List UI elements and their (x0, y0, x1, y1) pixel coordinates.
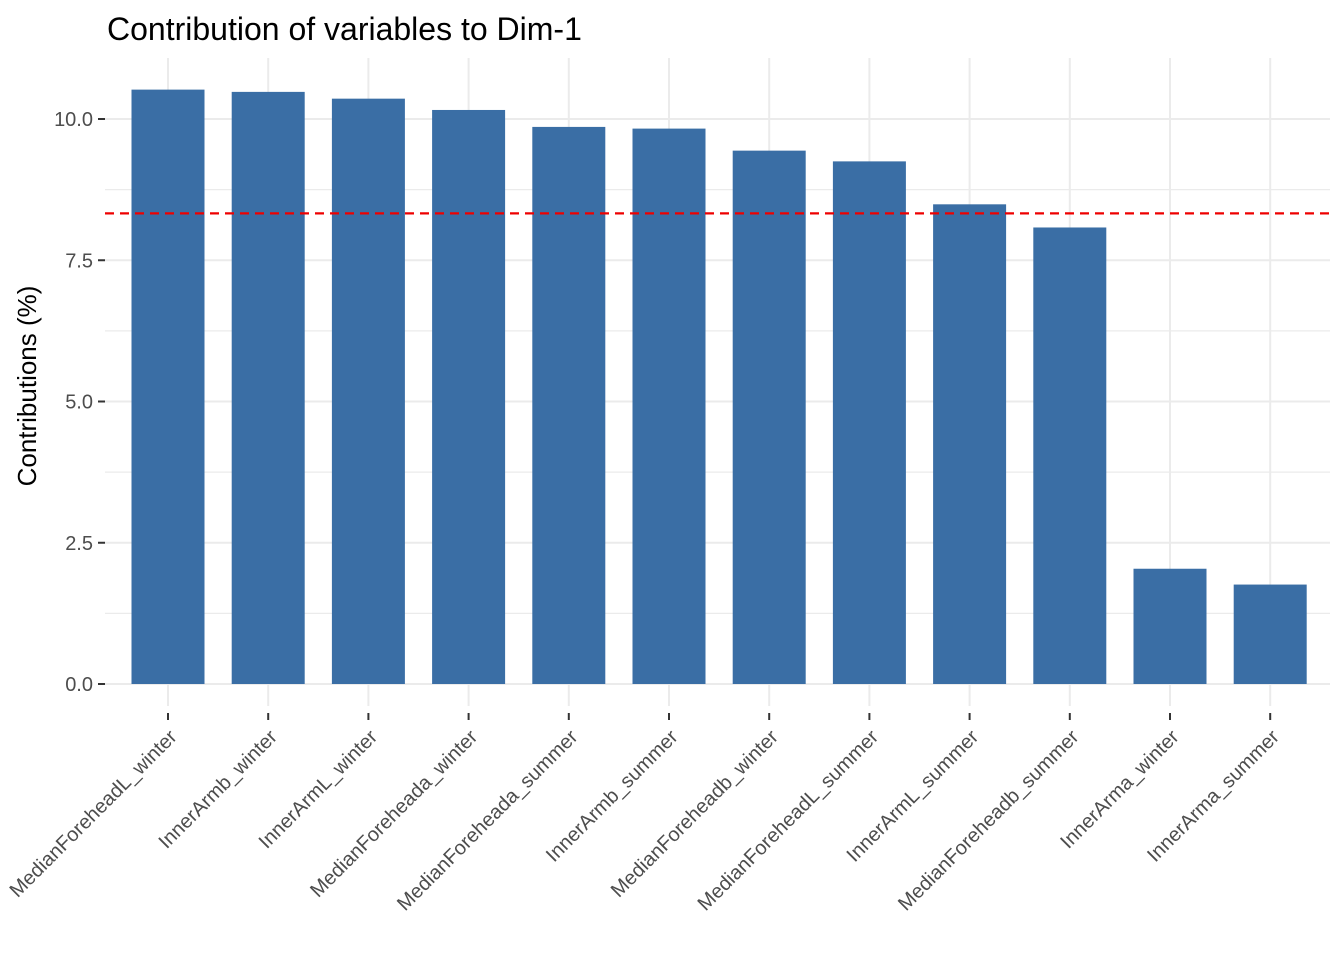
chart-title: Contribution of variables to Dim-1 (107, 11, 582, 47)
bar-MedianForeheadL_winter (131, 89, 205, 685)
bar-InnerArma_winter (1133, 568, 1207, 684)
y-tick-label: 2.5 (65, 533, 93, 555)
bar-InnerArmb_summer (632, 128, 706, 685)
x-tick-label: MedianForeheadL_winter (6, 726, 182, 902)
x-tick-label: MedianForeheada_winter (306, 726, 482, 902)
bar-MedianForeheadb_summer (1033, 227, 1107, 685)
bar-InnerArmL_summer (933, 204, 1007, 684)
bar-MedianForeheada_winter (432, 109, 506, 684)
bar-InnerArmb_winter (231, 91, 305, 684)
x-tick-label: MedianForeheada_summer (393, 726, 583, 916)
y-tick-label: 5.0 (65, 392, 93, 414)
x-tick-label: MedianForeheadb_summer (894, 726, 1084, 916)
x-tick-label: MedianForeheadb_winter (607, 726, 783, 902)
bar-MedianForeheadL_summer (832, 161, 906, 684)
y-tick-label: 10.0 (54, 109, 93, 131)
x-tick-label: MedianForeheadL_summer (694, 726, 884, 916)
y-tick-label: 0.0 (65, 674, 93, 696)
bar-MedianForeheada_summer (532, 126, 606, 684)
bars-layer (131, 89, 1307, 685)
y-axis-title: Contributions (%) (12, 286, 42, 487)
bar-InnerArmL_winter (331, 98, 405, 684)
y-tick-label: 7.5 (65, 250, 93, 272)
bar-MedianForeheadb_winter (732, 150, 806, 684)
bar-InnerArma_summer (1233, 584, 1307, 684)
